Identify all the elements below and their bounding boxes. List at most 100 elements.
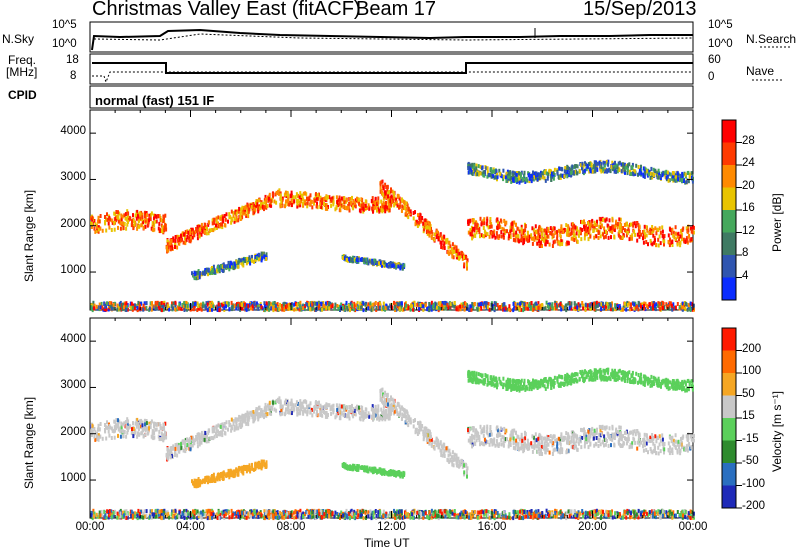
velocity-echo-cell (198, 432, 201, 437)
power-echo-cell (567, 301, 570, 306)
power-echo-cell (570, 301, 573, 306)
power-echo-cell (503, 218, 506, 223)
power-echo-cell (353, 301, 356, 306)
power-echo-cell (113, 211, 116, 216)
power-echo-cell (430, 227, 432, 231)
power-echo-cell (679, 240, 682, 245)
velocity-echo-cell (277, 397, 280, 402)
power-echo-cell (289, 200, 292, 205)
power-echo-cell (523, 302, 526, 306)
velocity-echo-cell (126, 417, 129, 422)
power-echo-cell (507, 307, 510, 312)
power-echo-cell (655, 231, 658, 236)
power-echo-cell (246, 203, 249, 208)
power-echo-cell (219, 216, 222, 221)
power-echo-cell (526, 304, 529, 309)
power-echo-cell (490, 224, 493, 229)
power-echo-cell (545, 239, 548, 244)
velocity-echo-cell (233, 469, 236, 474)
power-echo-cell (570, 236, 573, 241)
power-echo-cell (546, 174, 549, 179)
power-echo-cell (422, 221, 425, 226)
cpid-panel-frame (89, 85, 694, 109)
velocity-echo-cell (123, 430, 126, 434)
power-echo-cell (390, 202, 393, 207)
power-echo-cell (140, 216, 143, 220)
power-echo-cell (493, 169, 496, 174)
power-echo-cell (131, 219, 133, 224)
power-echo-cell (634, 232, 637, 237)
power-echo-cell (585, 167, 588, 171)
power-echo-cell (210, 303, 213, 308)
velocity-echo-cell (259, 465, 262, 470)
power-echo-cell (609, 303, 612, 308)
power-echo-cell (142, 307, 145, 312)
power-echo-cell (654, 307, 657, 312)
power-echo-cell (485, 301, 488, 306)
power-echo-cell (621, 162, 624, 167)
power-echo-cell (510, 225, 513, 230)
power-echo-cell (670, 303, 673, 308)
power-echo-cell (520, 235, 523, 240)
power-echo-cell (278, 307, 281, 312)
power-echo-cell (400, 301, 403, 306)
power-echo-cell (96, 229, 99, 233)
velocity-echo-cell (230, 428, 233, 433)
power-echo-cell (159, 229, 162, 234)
power-echo-cell (387, 204, 390, 209)
power-echo-cell (482, 170, 485, 175)
power-echo-cell (349, 257, 352, 262)
power-echo-cell (158, 214, 161, 219)
power-echo-cell (458, 251, 461, 256)
power-echo-cell (603, 305, 606, 310)
power-echo-cell (608, 167, 611, 172)
power-echo-cell (334, 302, 337, 307)
power-echo-cell (588, 303, 591, 308)
velocity-echo-cell (195, 484, 198, 489)
power-echo-cell (199, 227, 202, 232)
power-echo-cell (386, 205, 389, 210)
velocity-echo-cell (218, 473, 221, 478)
power-echo-cell (97, 229, 100, 234)
velocity-echo-cell (344, 413, 347, 418)
power-echo-cell (396, 262, 399, 267)
power-echo-cell (387, 197, 390, 202)
power-echo-cell (239, 207, 242, 212)
power-echo-cell (610, 307, 613, 312)
power-echo-cell (490, 302, 493, 307)
power-echo-cell (520, 227, 523, 232)
power-echo-cell (240, 258, 242, 263)
velocity-echo-cell (153, 421, 155, 426)
power-echo-cell (232, 266, 235, 271)
power-echo-cell (239, 215, 242, 219)
power-echo-cell (676, 173, 679, 178)
power-echo-cell (268, 192, 271, 197)
power-echo-cell (196, 224, 199, 229)
velocity-echo-cell (265, 465, 268, 469)
power-echo-cell (205, 267, 208, 272)
velocity-echo-cell (225, 420, 228, 425)
power-echo-cell (622, 232, 625, 237)
power-echo-cell (636, 238, 639, 243)
velocity-echo-cell (151, 429, 154, 434)
power-echo-cell (196, 308, 199, 312)
power-echo-cell (349, 301, 352, 306)
power-echo-cell (235, 218, 238, 223)
power-echo-cell (659, 174, 662, 178)
power-echo-cell (466, 258, 469, 263)
power-echo-cell (541, 244, 543, 248)
velocity-echo-cell (207, 480, 209, 485)
power-echo-cell (650, 166, 653, 171)
power-echo-cell (538, 239, 540, 243)
power-echo-cell (235, 306, 238, 311)
power-echo-cell (506, 229, 508, 234)
velocity-echo-cell (226, 472, 229, 477)
power-echo-cell (176, 234, 179, 239)
power-echo-cell (260, 251, 263, 256)
power-echo-cell (496, 226, 499, 231)
power-echo-cell (407, 215, 410, 220)
velocity-echo-cell (142, 433, 145, 438)
velocity-echo-cell (207, 439, 210, 444)
power-echo-cell (583, 227, 586, 232)
power-echo-cell (562, 229, 565, 234)
